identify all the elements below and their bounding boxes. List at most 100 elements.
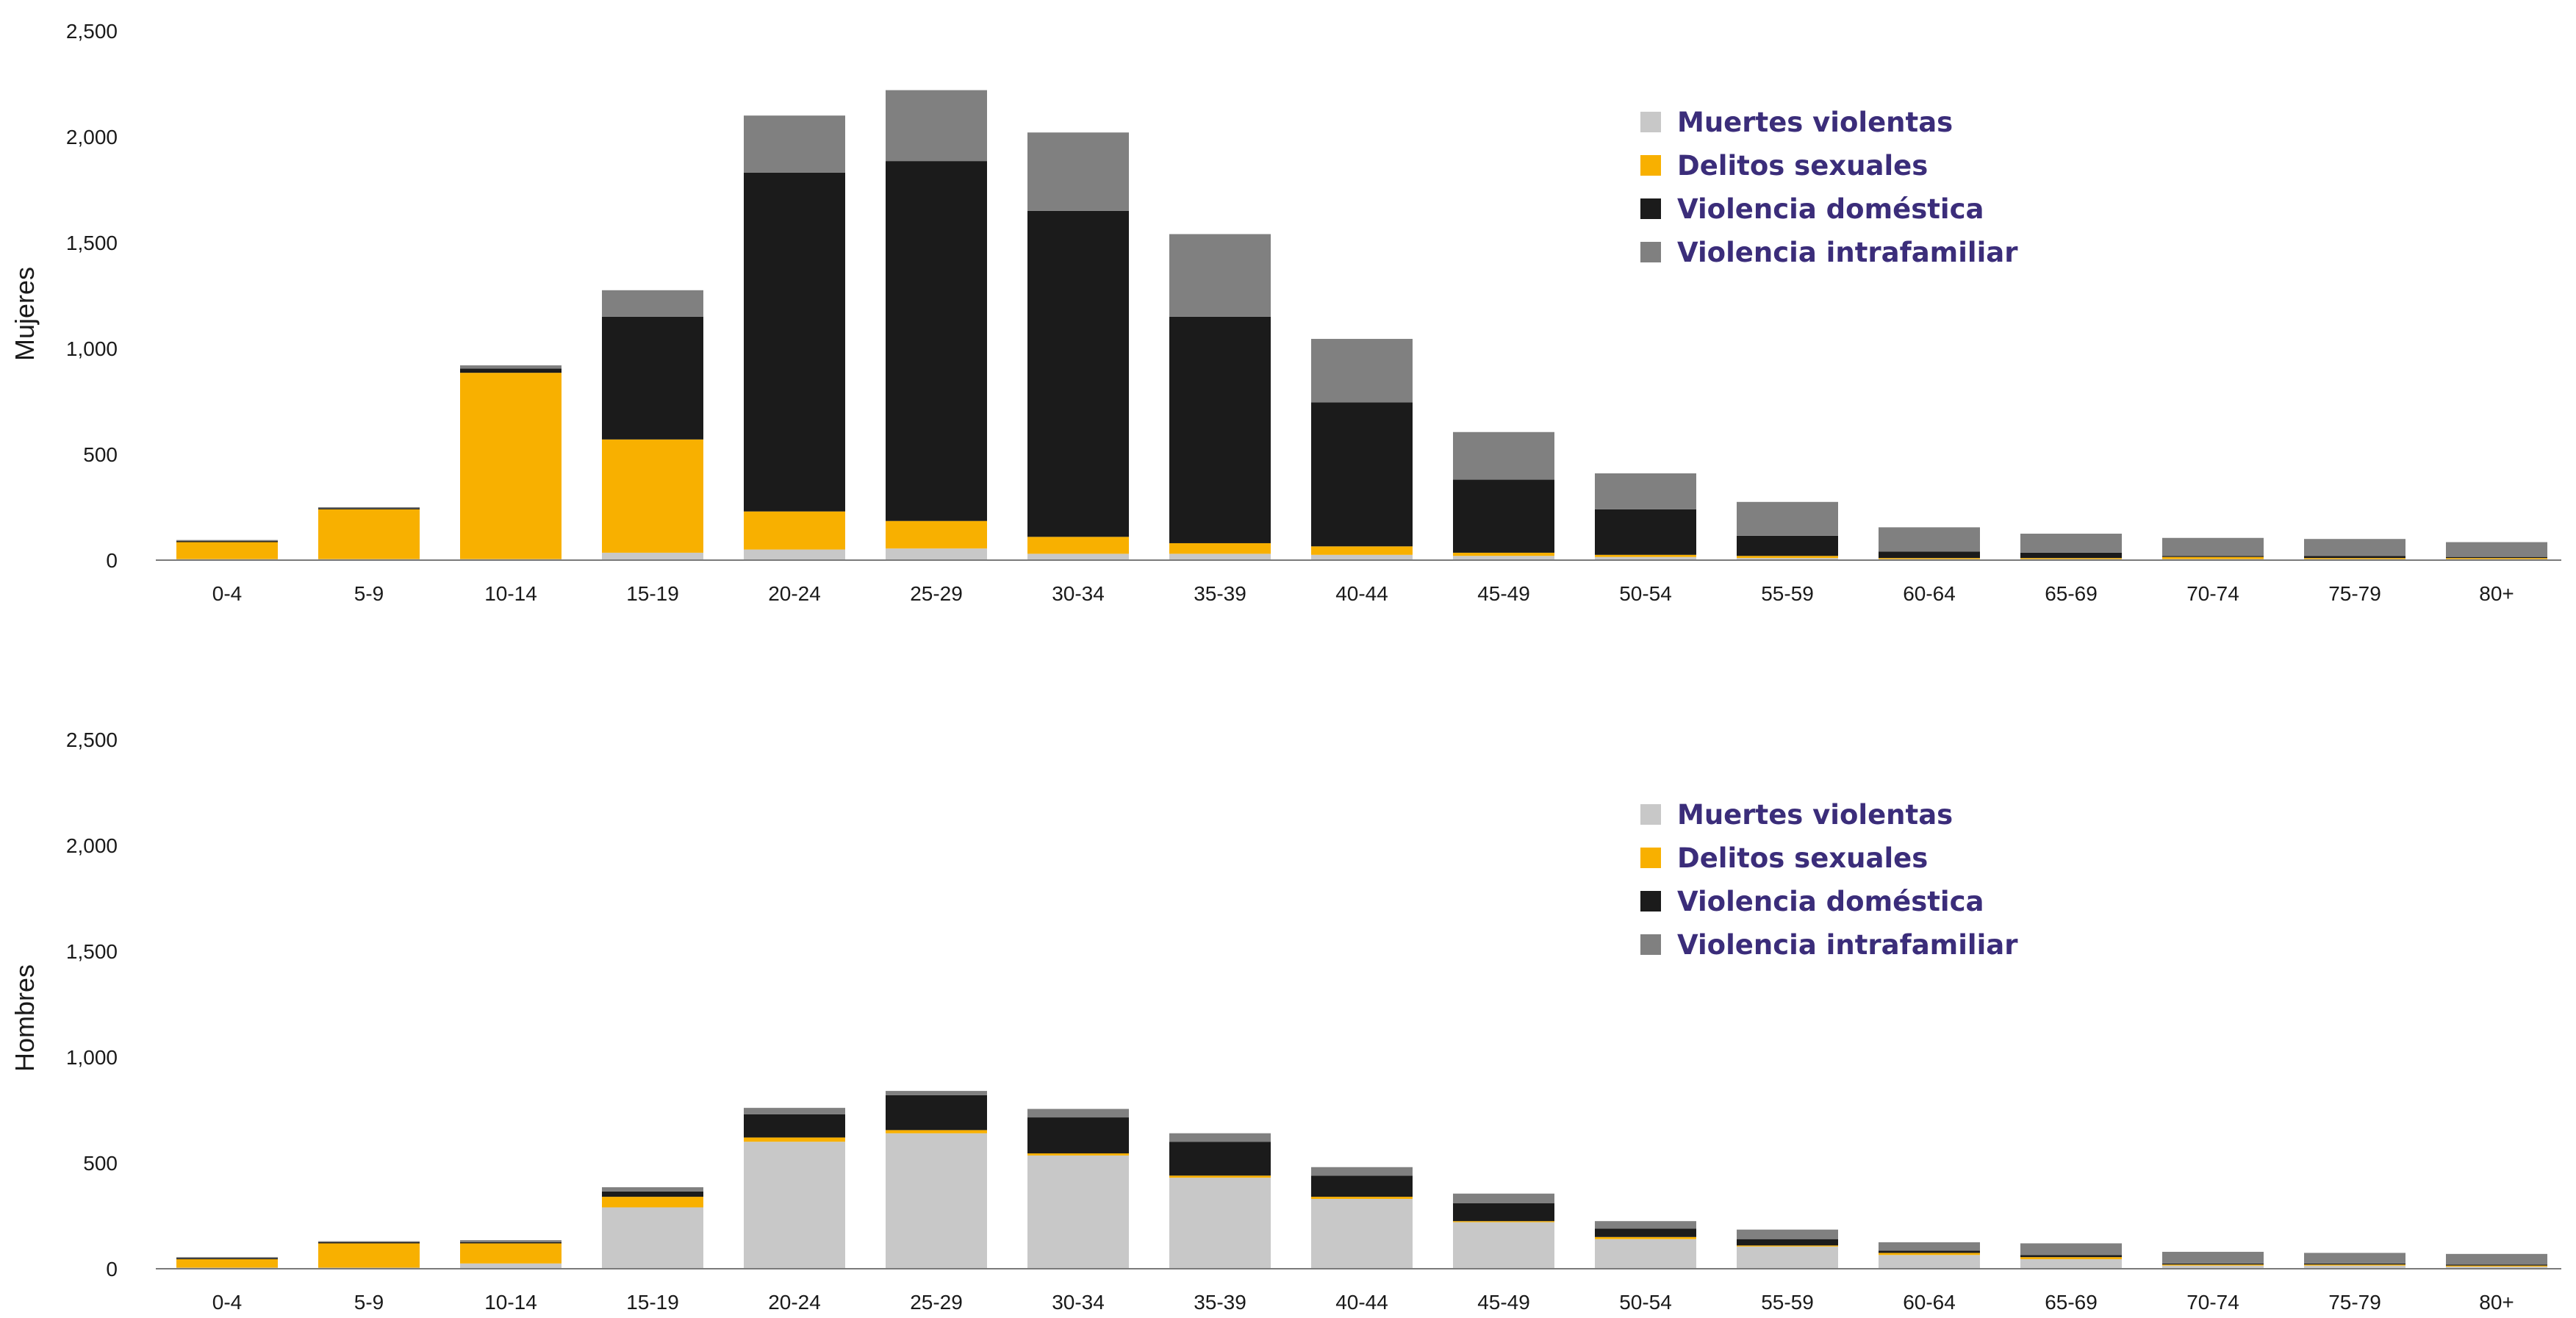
x-tick-label: 35-39	[1194, 582, 1246, 605]
bar-violencia-intrafamiliar-0-4	[176, 540, 278, 542]
bar-delitos-sexuales-50-54	[1595, 554, 1696, 557]
bar-delitos-sexuales-35-39	[1169, 542, 1271, 554]
bar-violencia-intrafamiliar-45-49	[1453, 1193, 1554, 1203]
bar-delitos-sexuales-5-9	[318, 509, 420, 559]
bar-muertes-violentas-15-19	[602, 552, 703, 560]
bar-muertes-violentas-40-44	[1311, 1198, 1413, 1269]
bar-violencia-domestica-0-4	[176, 1258, 278, 1260]
x-tick-label: 60-64	[1903, 1291, 1956, 1314]
bar-violencia-domestica-60-64	[1879, 551, 1980, 559]
bar-violencia-domestica-40-44	[1311, 1175, 1413, 1197]
bar-violencia-intrafamiliar-65-69	[2020, 534, 2122, 553]
y-tick-label: 2,000	[66, 126, 118, 148]
bar-muertes-violentas-25-29	[886, 548, 987, 560]
bar-delitos-sexuales-30-34	[1027, 537, 1129, 554]
bar-delitos-sexuales-5-9	[318, 1243, 420, 1268]
bar-violencia-intrafamiliar-70-74	[2162, 1251, 2264, 1264]
bar-muertes-violentas-40-44	[1311, 554, 1413, 560]
chart-panel-hombres: 0 500 1,000 1,500 2,000 2,500 Hombres 0-4 5-9 10-…	[10, 728, 2561, 1314]
bar-delitos-sexuales-20-24	[744, 511, 845, 550]
bar-muertes-violentas-60-64	[1879, 1255, 1980, 1269]
bar-violencia-intrafamiliar-65-69	[2020, 1243, 2122, 1256]
bar-delitos-sexuales-40-44	[1311, 1197, 1413, 1199]
bar-muertes-violentas-65-69	[2020, 1259, 2122, 1269]
bar-delitos-sexuales-10-14	[460, 1243, 562, 1264]
bar-violencia-intrafamiliar-35-39	[1169, 1133, 1271, 1142]
legend-swatch-delitos-sexuales	[1640, 848, 1661, 868]
bar-violencia-intrafamiliar-0-4	[176, 1257, 278, 1258]
bar-violencia-domestica-75-79	[2304, 556, 2405, 559]
y-tick-label: 0	[106, 549, 118, 572]
x-tick-label: 80+	[2479, 1291, 2514, 1314]
x-tick-label: 65-69	[2045, 582, 2098, 605]
bar-violencia-domestica-5-9	[318, 1242, 420, 1244]
bar-delitos-sexuales-65-69	[2020, 1257, 2122, 1260]
bar-violencia-intrafamiliar-80plus	[2446, 542, 2547, 557]
legend-swatch-muertes-violentas	[1640, 112, 1661, 132]
bar-violencia-intrafamiliar-25-29	[886, 90, 987, 162]
bar-violencia-domestica-20-24	[744, 1114, 845, 1138]
bar-violencia-intrafamiliar-20-24	[744, 115, 845, 173]
bar-violencia-intrafamiliar-60-64	[1879, 1242, 1980, 1251]
x-tick-label: 30-34	[1052, 1291, 1105, 1314]
bar-violencia-domestica-35-39	[1169, 316, 1271, 543]
bar-violencia-domestica-5-9	[318, 508, 420, 509]
legend: Muertes violentas Delitos sexuales Violenc…	[1640, 107, 2018, 268]
bar-violencia-intrafamiliar-60-64	[1879, 527, 1980, 552]
legend-label-muertes-violentas: Muertes violentas	[1677, 107, 1953, 138]
bar-muertes-violentas-80plus	[2446, 1267, 2547, 1269]
bar-delitos-sexuales-15-19	[602, 1197, 703, 1208]
y-tick-label: 1,000	[66, 337, 118, 360]
bar-delitos-sexuales-70-74	[2162, 556, 2264, 559]
bar-violencia-domestica-30-34	[1027, 210, 1129, 537]
y-tick-label: 2,000	[66, 834, 118, 857]
legend-label-violencia-domestica: Violencia doméstica	[1677, 886, 1984, 917]
x-tick-label: 60-64	[1903, 582, 1956, 605]
x-tick-label: 50-54	[1619, 582, 1672, 605]
bar-muertes-violentas-55-59	[1737, 1246, 1838, 1269]
bar-violencia-domestica-80plus	[2446, 556, 2547, 559]
legend-swatch-muertes-violentas	[1640, 804, 1661, 825]
x-tick-label: 5-9	[354, 582, 384, 605]
bar-delitos-sexuales-20-24	[744, 1137, 845, 1142]
x-tick-label: 25-29	[910, 582, 963, 605]
bar-violencia-intrafamiliar-20-24	[744, 1108, 845, 1114]
bar-violencia-domestica-10-14	[460, 1242, 562, 1244]
bar-violencia-domestica-55-59	[1737, 1239, 1838, 1246]
x-tick-label: 25-29	[910, 1291, 963, 1314]
x-tick-label: 70-74	[2186, 582, 2239, 605]
bar-violencia-intrafamiliar-55-59	[1737, 1229, 1838, 1239]
legend-label-violencia-intrafamiliar: Violencia intrafamiliar	[1677, 237, 2018, 268]
bar-violencia-intrafamiliar-35-39	[1169, 234, 1271, 317]
y-tick-label: 1,500	[66, 232, 118, 254]
bar-delitos-sexuales-35-39	[1169, 1175, 1271, 1178]
legend-swatch-violencia-intrafamiliar	[1640, 934, 1661, 955]
bar-muertes-violentas-35-39	[1169, 1178, 1271, 1269]
bar-muertes-violentas-50-54	[1595, 556, 1696, 560]
bar-delitos-sexuales-10-14	[460, 373, 562, 559]
bar-delitos-sexuales-80plus	[2446, 558, 2547, 559]
x-tick-label: 15-19	[626, 582, 679, 605]
bar-muertes-violentas-15-19	[602, 1207, 703, 1269]
bar-violencia-intrafamiliar-30-34	[1027, 1109, 1129, 1118]
bar-delitos-sexuales-55-59	[1737, 1245, 1838, 1247]
y-tick-label: 2,500	[66, 728, 118, 751]
bar-violencia-intrafamiliar-75-79	[2304, 539, 2405, 556]
bar-violencia-intrafamiliar-55-59	[1737, 501, 1838, 536]
y-tick-label: 2,500	[66, 20, 118, 43]
bar-delitos-sexuales-50-54	[1595, 1236, 1696, 1239]
bar-violencia-intrafamiliar-70-74	[2162, 537, 2264, 556]
x-tick-label: 10-14	[484, 1291, 537, 1314]
bar-violencia-intrafamiliar-80plus	[2446, 1253, 2547, 1265]
legend-swatch-violencia-domestica	[1640, 891, 1661, 912]
y-axis-label: Mujeres	[10, 267, 40, 361]
y-tick-label: 500	[83, 1152, 118, 1175]
x-tick-label: 80+	[2479, 582, 2514, 605]
x-tick-label: 65-69	[2045, 1291, 2098, 1314]
bar-muertes-violentas-30-34	[1027, 554, 1129, 560]
x-tick-label: 45-49	[1477, 1291, 1530, 1314]
bar-muertes-violentas-50-54	[1595, 1239, 1696, 1269]
legend-label-delitos-sexuales: Delitos sexuales	[1677, 150, 1928, 182]
legend-swatch-delitos-sexuales	[1640, 155, 1661, 176]
